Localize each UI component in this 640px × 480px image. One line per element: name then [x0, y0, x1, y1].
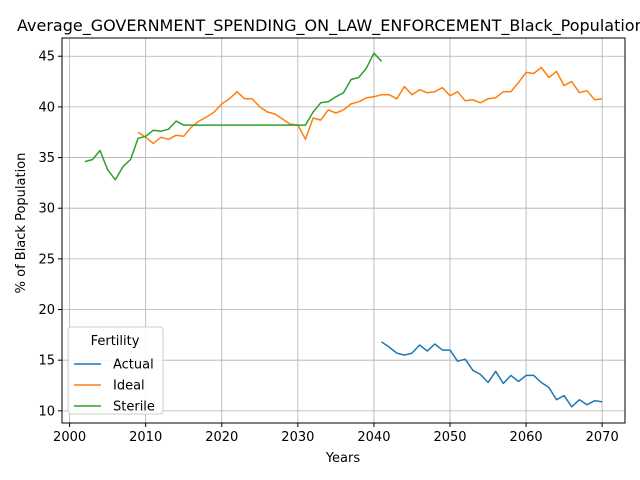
legend-title: Fertility: [91, 334, 140, 349]
x-axis-ticks: 2000 2010 2020 2030 2040 2050 2060 2070: [53, 423, 619, 445]
series-line-sterile: [84, 52, 383, 181]
y-tick-label: 45: [38, 50, 55, 65]
series-line-ideal: [137, 66, 603, 145]
series-lines: [84, 52, 603, 408]
x-tick-label: 2020: [205, 430, 238, 445]
legend-label-sterile: Sterile: [113, 400, 155, 415]
legend-label-ideal: Ideal: [113, 379, 145, 394]
series-line-actual: [381, 341, 603, 408]
y-tick-label: 20: [38, 303, 55, 318]
x-tick-label: 2070: [586, 430, 619, 445]
x-tick-label: 2050: [433, 430, 466, 445]
x-tick-label: 2040: [357, 430, 390, 445]
y-axis-label: % of Black Population: [14, 153, 29, 294]
x-tick-label: 2030: [281, 430, 314, 445]
legend-label-actual: Actual: [113, 358, 154, 373]
y-tick-label: 25: [38, 252, 55, 267]
x-tick-label: 2010: [129, 430, 162, 445]
plot-frame: [61, 37, 626, 424]
y-axis-ticks: 10 15 20 25 30 35 40 45: [38, 50, 62, 419]
x-tick-label: 2060: [510, 430, 543, 445]
y-tick-label: 40: [38, 100, 55, 115]
y-tick-label: 15: [38, 354, 55, 369]
x-tick-label: 2000: [53, 430, 86, 445]
legend-items: Actual Ideal Sterile: [74, 358, 155, 415]
legend-box: [67, 326, 164, 415]
x-axis-label: Years: [325, 451, 361, 466]
y-tick-label: 35: [38, 151, 55, 166]
chart-title: Average_GOVERNMENT_SPENDING_ON_LAW_ENFOR…: [17, 16, 640, 36]
y-tick-label: 10: [38, 404, 55, 419]
y-tick-label: 30: [38, 202, 55, 217]
legend: Fertility Actual Ideal Sterile: [67, 326, 164, 415]
